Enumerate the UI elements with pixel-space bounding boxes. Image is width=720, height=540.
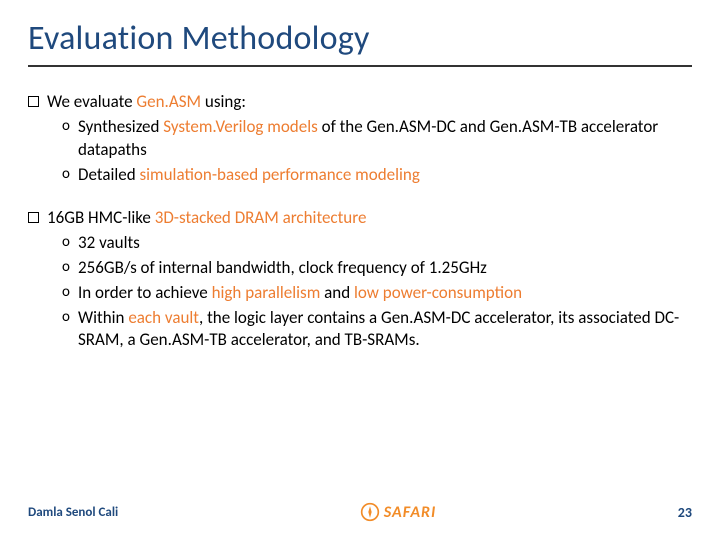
text: Detailed xyxy=(78,164,140,185)
sub-item: 256GB/s of internal bandwidth, clock fre… xyxy=(62,257,692,280)
text: 256GB/s of internal bandwidth, clock fre… xyxy=(78,257,487,278)
highlight-text: 3D-stacked DRAM architecture xyxy=(155,207,367,228)
text: Within xyxy=(78,307,128,328)
bullet-line: 16GB HMC-like 3D-stacked DRAM architectu… xyxy=(28,207,692,230)
bullet-0: We evaluate Gen.ASM using: Synthesized S… xyxy=(28,91,692,187)
bullet-text: 16GB HMC-like 3D-stacked DRAM architectu… xyxy=(47,207,692,230)
sub-item: Within each vault, the logic layer conta… xyxy=(62,307,692,353)
highlight-text: low power-consumption xyxy=(354,282,522,303)
slide-title: Evaluation Methodology xyxy=(28,18,692,67)
page-number: 23 xyxy=(678,504,692,521)
text: and xyxy=(320,282,354,303)
highlight-text: high parallelism xyxy=(212,282,321,303)
author-name: Damla Senol Cali xyxy=(28,505,118,520)
highlight-text: simulation-based performance modeling xyxy=(140,164,420,185)
slide: Evaluation Methodology We evaluate Gen.A… xyxy=(0,0,720,540)
safari-logo-icon xyxy=(360,502,380,522)
text: We evaluate xyxy=(47,91,136,112)
footer: Damla Senol Cali SAFARI 23 xyxy=(28,502,692,522)
sub-list: Synthesized System.Verilog models of the… xyxy=(28,116,692,187)
square-bullet-icon xyxy=(28,96,39,107)
text: In order to achieve xyxy=(78,282,212,303)
sub-item: In order to achieve high parallelism and… xyxy=(62,282,692,305)
text: using: xyxy=(201,91,246,112)
text: 16GB HMC-like xyxy=(47,207,155,228)
highlight-text: each vault xyxy=(128,307,199,328)
logo-text: SAFARI xyxy=(384,503,437,522)
sub-item: Detailed simulation-based performance mo… xyxy=(62,164,692,187)
highlight-text: System.Verilog models xyxy=(163,116,317,137)
sub-item: Synthesized System.Verilog models of the… xyxy=(62,116,692,162)
bullet-line: We evaluate Gen.ASM using: xyxy=(28,91,692,114)
logo: SAFARI xyxy=(360,502,437,522)
text: Synthesized xyxy=(78,116,163,137)
square-bullet-icon xyxy=(28,212,39,223)
sub-list: 32 vaults 256GB/s of internal bandwidth,… xyxy=(28,232,692,353)
highlight-text: Gen.ASM xyxy=(136,91,201,112)
slide-content: We evaluate Gen.ASM using: Synthesized S… xyxy=(28,91,692,352)
text: 32 vaults xyxy=(78,232,140,253)
sub-item: 32 vaults xyxy=(62,232,692,255)
bullet-text: We evaluate Gen.ASM using: xyxy=(47,91,692,114)
bullet-1: 16GB HMC-like 3D-stacked DRAM architectu… xyxy=(28,207,692,353)
